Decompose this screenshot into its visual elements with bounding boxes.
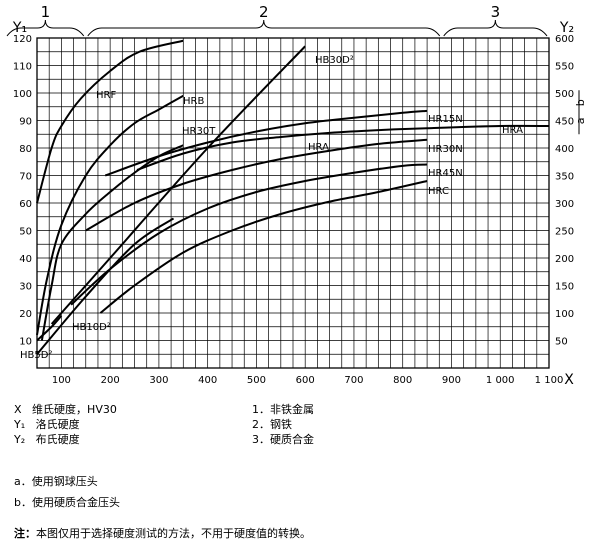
y2-axis-symbol: Y₂: [559, 20, 574, 36]
y2-tick-label: 550: [555, 62, 574, 73]
y1-tick-label: 70: [19, 172, 32, 183]
x-tick-label: 300: [149, 375, 168, 386]
x-tick-label: 700: [344, 375, 363, 386]
series-line-HB10D: [36, 217, 175, 355]
y2-tick-label: 50: [555, 337, 568, 348]
series-label: HR30N: [428, 144, 463, 155]
axis-legend: X 维氏硬度，HV30 Y₁ 洛氏硬度 Y₂ 布氏硬度: [14, 402, 117, 447]
series-line-HR30N: [85, 138, 428, 232]
legend-symbol: Y₁: [14, 418, 26, 431]
legend-row-y1: Y₁ 洛氏硬度: [14, 417, 117, 432]
zone-legend-item: 3．硬质合金: [252, 433, 314, 446]
series-line-HRC: [99, 180, 428, 314]
x-tick-label: 200: [101, 375, 120, 386]
x-tick-label: 100: [52, 375, 71, 386]
y2-tick-label: 100: [555, 309, 574, 320]
zone-label: 3: [491, 3, 501, 21]
zone-label: 2: [259, 3, 269, 21]
series-line-HRF: [36, 39, 184, 204]
y2-tick-label: 450: [555, 117, 574, 128]
y2-tick-label: 200: [555, 254, 574, 265]
series-label: HB10D²: [72, 322, 111, 333]
y1-tick-label: 10: [19, 337, 32, 348]
y2-tick-label: 350: [555, 172, 574, 183]
series-label: HR30T: [182, 126, 216, 137]
y2-tick-label: 150: [555, 282, 574, 293]
zone-bracket: [6, 19, 85, 37]
y2-tick-label: 300: [555, 199, 574, 210]
series-label: HRB: [183, 96, 204, 107]
series-label: HRA: [308, 142, 329, 153]
zone-bracket: [443, 19, 548, 37]
y1-tick-label: 20: [19, 309, 32, 320]
legend-text: 维氏硬度，HV30: [32, 403, 117, 416]
x-tick-label: 600: [296, 375, 315, 386]
y1-tick-label: 30: [19, 282, 32, 293]
footnote-text: 本图仅用于选择硬度测试的方法，不用于硬度值的转换。: [36, 527, 311, 540]
annotation-b: b: [574, 99, 587, 106]
zone-legend-item: 2．钢铁: [252, 418, 292, 431]
hardness-conversion-chart: 100 200 300 400 500 600 700 800 900 1 000 1 100 X10…: [6, 3, 587, 388]
y1-tick-label: 40: [19, 254, 32, 265]
footnote-label: 注：: [14, 527, 36, 540]
legend-row-x: X 维氏硬度，HV30: [14, 402, 117, 417]
y2-tick-label: 500: [555, 89, 574, 100]
legend-symbol: X: [14, 403, 22, 416]
series-label: HRC: [428, 186, 449, 197]
y1-tick-label: 50: [19, 227, 32, 238]
y2-tick-label: 250: [555, 227, 574, 238]
indenter-notes: a．使用钢球压头 b．使用硬质合金压头: [14, 474, 120, 510]
series-label: HB5D²: [20, 350, 52, 361]
y1-tick-label: 80: [19, 144, 32, 155]
footnote: 注：本图仅用于选择硬度测试的方法，不用于硬度值的转换。: [14, 526, 311, 541]
x-tick-label: 500: [247, 375, 266, 386]
y2-tick-label: 600: [555, 34, 574, 45]
series-label: HRF: [96, 90, 116, 101]
x-tick-label: 800: [393, 375, 412, 386]
zone-label: 1: [41, 3, 51, 21]
x-tick-label: 400: [198, 375, 217, 386]
zone-legend: 1．非铁金属 2．钢铁 3．硬质合金: [252, 402, 314, 447]
series-line-HR15N: [104, 109, 428, 177]
series-line-HRB: [36, 94, 184, 336]
annotation-a: a: [574, 118, 587, 125]
series-line-HRA: [136, 124, 550, 171]
x-tick-label: 1 000: [486, 375, 515, 386]
indenter-note-b: b．使用硬质合金压头: [14, 496, 120, 509]
legend-text: 洛氏硬度: [35, 418, 80, 431]
y2-tick-label: 400: [555, 144, 574, 155]
series-line-HR45N: [70, 163, 428, 306]
legend-row-y2: Y₂ 布氏硬度: [14, 432, 117, 447]
y1-tick-label: 90: [19, 117, 32, 128]
indenter-note-a: a．使用钢球压头: [14, 475, 98, 488]
y1-tick-label: 120: [13, 34, 32, 45]
y1-tick-label: 100: [13, 89, 32, 100]
y1-tick-label: 110: [13, 62, 32, 73]
zone-legend-item: 1．非铁金属: [252, 403, 314, 416]
y1-tick-label: 60: [19, 199, 32, 210]
series-label: HB30D²: [315, 55, 354, 66]
legend-symbol: Y₂: [14, 433, 26, 446]
x-tick-label: 900: [442, 375, 461, 386]
series-label: HR15N: [428, 114, 463, 125]
legend-text: 布氏硬度: [35, 433, 80, 446]
series-line-HB5D: [36, 315, 63, 342]
series-label: HRA: [502, 125, 523, 136]
series-line-HB30D: [50, 45, 306, 325]
x-axis-symbol: X: [564, 372, 574, 388]
x-tick-label: 1 100: [535, 375, 564, 386]
zone-bracket: [87, 19, 441, 37]
series-label: HR45N: [428, 168, 463, 179]
